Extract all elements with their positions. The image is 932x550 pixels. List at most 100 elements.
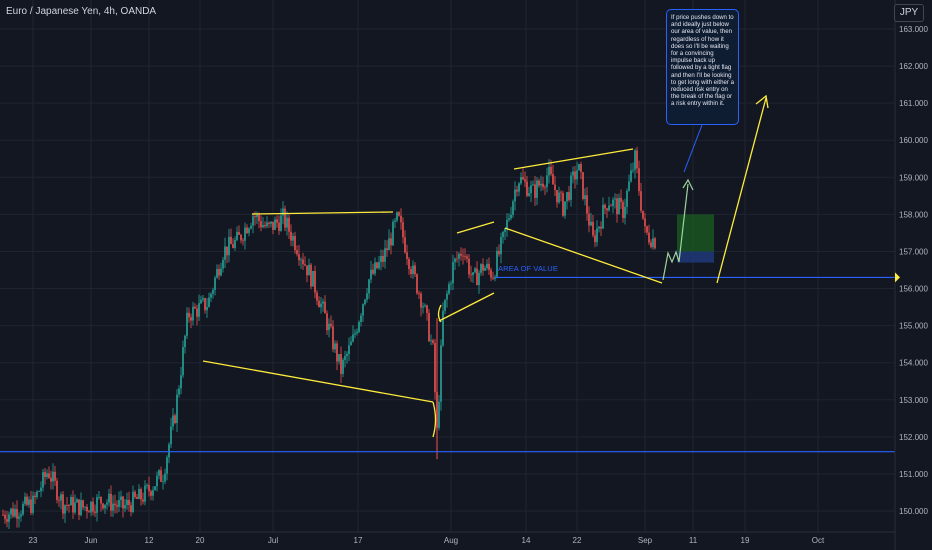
candle-body bbox=[116, 505, 118, 507]
candle-body bbox=[266, 222, 268, 227]
wick-curve bbox=[437, 304, 442, 323]
candle-body bbox=[298, 254, 300, 261]
candle-body bbox=[86, 506, 88, 512]
candle-body bbox=[192, 306, 194, 321]
candle-body bbox=[382, 255, 384, 262]
candle-body bbox=[606, 208, 608, 211]
candle-body bbox=[50, 477, 52, 482]
currency-badge[interactable]: JPY bbox=[894, 4, 924, 22]
candle-body bbox=[46, 473, 48, 477]
candle-body bbox=[260, 221, 262, 228]
candle-body bbox=[502, 231, 504, 238]
candle-body bbox=[194, 306, 196, 309]
price-tick-label: 153.000 bbox=[899, 396, 928, 405]
candle-body bbox=[644, 218, 646, 227]
candle-body bbox=[38, 491, 40, 493]
candle-body bbox=[158, 470, 160, 476]
candle-body bbox=[652, 238, 654, 248]
candle-body bbox=[608, 205, 610, 211]
price-axis[interactable]: 163.000 162.000 161.000 160.000 159.000 158.0… bbox=[894, 0, 928, 550]
candle-body bbox=[548, 166, 550, 176]
candle-body bbox=[362, 304, 364, 316]
time-tick-label: 12 bbox=[145, 536, 154, 545]
candle-body bbox=[254, 216, 256, 218]
candle-body bbox=[92, 501, 94, 512]
candle-body bbox=[454, 258, 456, 263]
candle-body bbox=[18, 516, 20, 519]
candle-body bbox=[6, 519, 8, 522]
candle-body bbox=[464, 255, 466, 257]
candle-body bbox=[152, 490, 154, 496]
wick-curve bbox=[432, 401, 437, 438]
candle-body bbox=[456, 258, 458, 260]
candle-body bbox=[378, 262, 380, 269]
candle-body bbox=[182, 347, 184, 376]
candle-body bbox=[422, 306, 424, 308]
candle-body bbox=[550, 166, 552, 175]
candle-body bbox=[246, 227, 248, 234]
candle-body bbox=[348, 345, 350, 355]
candle-body bbox=[590, 221, 592, 226]
candle-body bbox=[252, 216, 254, 226]
candle-body bbox=[286, 217, 288, 228]
candle-body bbox=[72, 496, 74, 513]
price-tick-label: 162.000 bbox=[899, 62, 928, 71]
candle-body bbox=[198, 303, 200, 317]
candle-body bbox=[526, 181, 528, 196]
candle-body bbox=[220, 268, 222, 276]
candle-body bbox=[490, 269, 492, 278]
price-tick-label: 154.000 bbox=[899, 359, 928, 368]
candle-body bbox=[330, 323, 332, 327]
candle-body bbox=[442, 310, 444, 346]
pattern-drawings bbox=[202, 94, 769, 438]
candle-body bbox=[36, 491, 38, 498]
candle-body bbox=[132, 491, 134, 512]
candle-body bbox=[284, 208, 286, 228]
candle-body bbox=[328, 323, 330, 331]
time-axis[interactable]: 23 Jun 12 20 Jul 17 Aug 14 22 Sep 11 19 Oct bbox=[0, 531, 895, 545]
candle-body bbox=[296, 250, 298, 255]
price-marker bbox=[895, 272, 900, 283]
projected-price-path bbox=[662, 183, 689, 281]
candle-body bbox=[174, 415, 176, 424]
candle-body bbox=[364, 299, 366, 305]
candle-body bbox=[126, 499, 128, 506]
candle-body bbox=[318, 300, 320, 308]
candle-body bbox=[624, 206, 626, 218]
candle-body bbox=[578, 163, 580, 171]
candle-body bbox=[44, 472, 46, 477]
candle-body bbox=[24, 496, 26, 504]
candle-body bbox=[498, 250, 500, 255]
candle-body bbox=[40, 487, 42, 492]
candle-body bbox=[530, 185, 532, 194]
candle-body bbox=[630, 170, 632, 182]
candle-body bbox=[288, 217, 290, 232]
candle-body bbox=[506, 219, 508, 229]
candle-body bbox=[394, 220, 396, 222]
candle-body bbox=[224, 246, 226, 260]
candle-body bbox=[460, 253, 462, 256]
candle-body bbox=[12, 508, 14, 517]
candle-body bbox=[648, 232, 650, 243]
candle-body bbox=[90, 501, 92, 513]
candle-body bbox=[150, 491, 152, 496]
candle-body bbox=[170, 426, 172, 445]
time-tick-label: Jun bbox=[85, 536, 98, 545]
candle-body bbox=[248, 228, 250, 234]
candle-body bbox=[514, 189, 516, 202]
candle-body bbox=[140, 489, 142, 500]
candle-body bbox=[540, 183, 542, 186]
candle-body bbox=[434, 342, 436, 393]
candle-body bbox=[138, 489, 140, 499]
candle-body bbox=[520, 177, 522, 184]
trendline bbox=[251, 211, 394, 215]
candle-body bbox=[634, 150, 636, 170]
candle-body bbox=[108, 493, 110, 503]
candle-body bbox=[368, 279, 370, 294]
candle-body bbox=[178, 388, 180, 395]
candle-body bbox=[276, 219, 278, 223]
candle-body bbox=[424, 305, 426, 307]
time-tick-label: Oct bbox=[812, 536, 825, 545]
candle-body bbox=[70, 496, 72, 506]
